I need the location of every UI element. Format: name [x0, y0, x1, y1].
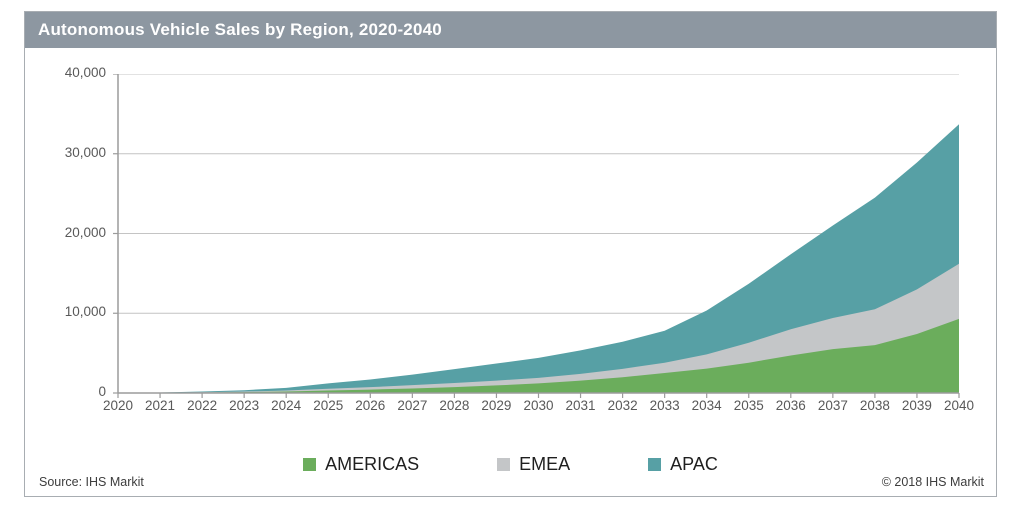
source-note: Source: IHS Markit	[39, 475, 144, 489]
x-tick-label: 2031	[565, 398, 596, 413]
legend-swatch-americas	[303, 457, 317, 471]
x-tick-label: 2030	[523, 398, 554, 413]
copyright-note: © 2018 IHS Markit	[881, 475, 984, 489]
x-tick-label: 2023	[229, 398, 260, 413]
x-tick-label: 2026	[355, 398, 386, 413]
legend-item-apac: APAC	[648, 454, 718, 475]
x-tick-label: 2022	[187, 398, 218, 413]
chart-title: Autonomous Vehicle Sales by Region, 2020…	[38, 20, 442, 39]
x-tick-label: 2034	[691, 398, 722, 413]
chart-title-bar: Autonomous Vehicle Sales by Region, 2020…	[25, 12, 996, 48]
chart-card: Autonomous Vehicle Sales by Region, 2020…	[24, 11, 997, 497]
x-tick-label: 2037	[817, 398, 848, 413]
x-tick-label: 2039	[901, 398, 932, 413]
y-tick-label: 0	[98, 384, 106, 399]
y-tick-label: 40,000	[64, 65, 106, 80]
y-tick-label: 10,000	[64, 304, 106, 320]
y-tick-label: 30,000	[64, 144, 106, 160]
legend-item-americas: AMERICAS	[303, 454, 419, 475]
x-tick-label: 2032	[607, 398, 638, 413]
legend-label: APAC	[670, 453, 718, 474]
area-emea	[118, 263, 959, 393]
x-tick-label: 2029	[481, 398, 512, 413]
x-tick-label: 2040	[943, 398, 975, 413]
stacked-area-plot	[113, 74, 960, 398]
x-tick-label: 2033	[649, 398, 680, 413]
x-tick-label: 2036	[775, 398, 806, 413]
legend-swatch-apac	[648, 457, 662, 471]
legend: AMERICAS EMEA APAC	[25, 449, 996, 479]
footer: Source: IHS Markit © 2018 IHS Markit	[39, 475, 984, 489]
x-tick-label: 2038	[859, 398, 890, 413]
x-tick-label: 2025	[313, 398, 344, 413]
x-tick-label: 2024	[271, 398, 302, 413]
x-tick-label: 2020	[102, 398, 134, 413]
legend-item-emea: EMEA	[497, 454, 570, 475]
x-tick-label: 2035	[733, 398, 764, 413]
legend-swatch-emea	[497, 457, 511, 471]
area-americas	[118, 318, 959, 393]
y-tick-label: 20,000	[64, 224, 106, 240]
legend-label: AMERICAS	[325, 453, 420, 474]
legend-label: EMEA	[519, 453, 571, 474]
x-tick-label: 2027	[397, 398, 428, 413]
x-tick-label: 2021	[145, 398, 176, 413]
x-tick-label: 2028	[439, 398, 470, 413]
area-apac	[118, 124, 959, 394]
